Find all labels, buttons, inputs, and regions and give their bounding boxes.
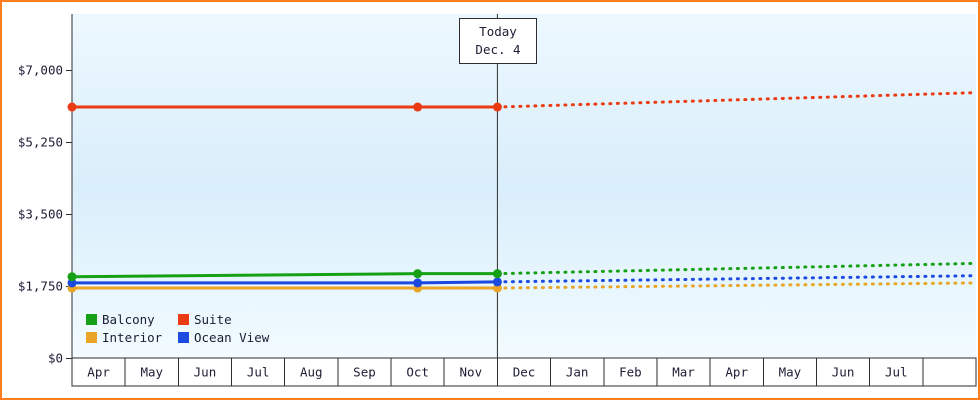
month-cell	[815, 357, 871, 387]
month-label: May	[779, 365, 802, 380]
data-point	[492, 277, 502, 287]
data-point	[492, 102, 502, 112]
plot-area	[72, 14, 976, 358]
month-cell	[71, 357, 126, 387]
month-cell	[390, 357, 445, 387]
forecast-line	[495, 91, 978, 109]
month-label: Jul	[885, 365, 908, 380]
month-label: Apr	[725, 365, 748, 380]
series-suite	[67, 91, 978, 112]
x-axis-months: Apr May Jun Jul Aug Sep Oct Nov Dec Jan Feb Mar Apr M…	[71, 357, 977, 387]
series-balcony	[67, 261, 978, 282]
legend-swatch-interior	[86, 332, 97, 343]
data-point	[413, 269, 423, 279]
forecast-line	[495, 274, 978, 284]
legend-swatch-suite	[178, 314, 189, 325]
legend-label: Ocean View	[194, 330, 270, 345]
month-label: Oct	[406, 365, 429, 380]
series-ocean-view	[67, 274, 978, 288]
month-cell	[337, 357, 392, 387]
month-cell	[550, 357, 605, 387]
data-point	[492, 283, 502, 293]
month-label: Nov	[460, 365, 483, 380]
y-tick-label: $7,000	[18, 63, 63, 78]
month-cell	[443, 357, 498, 387]
today-label: Today	[479, 24, 517, 39]
legend-swatch-ocean-view	[178, 332, 189, 343]
today-date: Dec. 4	[475, 42, 521, 57]
today-annotation: Today Dec. 4	[459, 18, 537, 64]
y-tick-label: $5,250	[18, 135, 63, 150]
data-point	[67, 272, 77, 282]
month-label: Jun	[194, 365, 217, 380]
legend-label: Interior	[102, 330, 163, 345]
month-label: Dec	[513, 365, 536, 380]
month-label: Feb	[619, 365, 642, 380]
legend-swatch-balcony	[86, 314, 97, 325]
y-axis: $0 $1,750 $3,500 $5,250 $7,000	[18, 14, 73, 366]
y-tick-label: $3,500	[18, 207, 63, 222]
forecast-line	[495, 261, 978, 276]
month-label: Jan	[566, 365, 589, 380]
y-tick-label: $1,750	[18, 279, 63, 294]
month-label: Apr	[87, 365, 110, 380]
month-label: Jul	[247, 365, 270, 380]
data-point	[413, 278, 423, 288]
data-point	[413, 102, 423, 112]
month-cell	[177, 357, 233, 387]
month-cell	[656, 357, 711, 387]
month-cell	[762, 357, 817, 387]
month-label: Sep	[353, 365, 376, 380]
data-point	[492, 269, 502, 279]
price-line	[70, 280, 499, 285]
forecast-line	[495, 281, 978, 290]
legend-label: Balcony	[102, 312, 155, 327]
month-label: Aug	[300, 365, 323, 380]
month-cell	[922, 357, 977, 387]
month-label: Mar	[672, 365, 695, 380]
month-label: May	[140, 365, 163, 380]
data-point	[67, 278, 77, 288]
month-cell	[709, 357, 764, 387]
legend-label: Suite	[194, 312, 232, 327]
month-cell	[603, 357, 658, 387]
data-point	[67, 102, 77, 112]
legend: Balcony Suite Interior Ocean View	[86, 312, 270, 345]
month-label: Jun	[832, 365, 855, 380]
month-cell	[124, 357, 179, 387]
y-tick-label: $0	[48, 351, 63, 366]
